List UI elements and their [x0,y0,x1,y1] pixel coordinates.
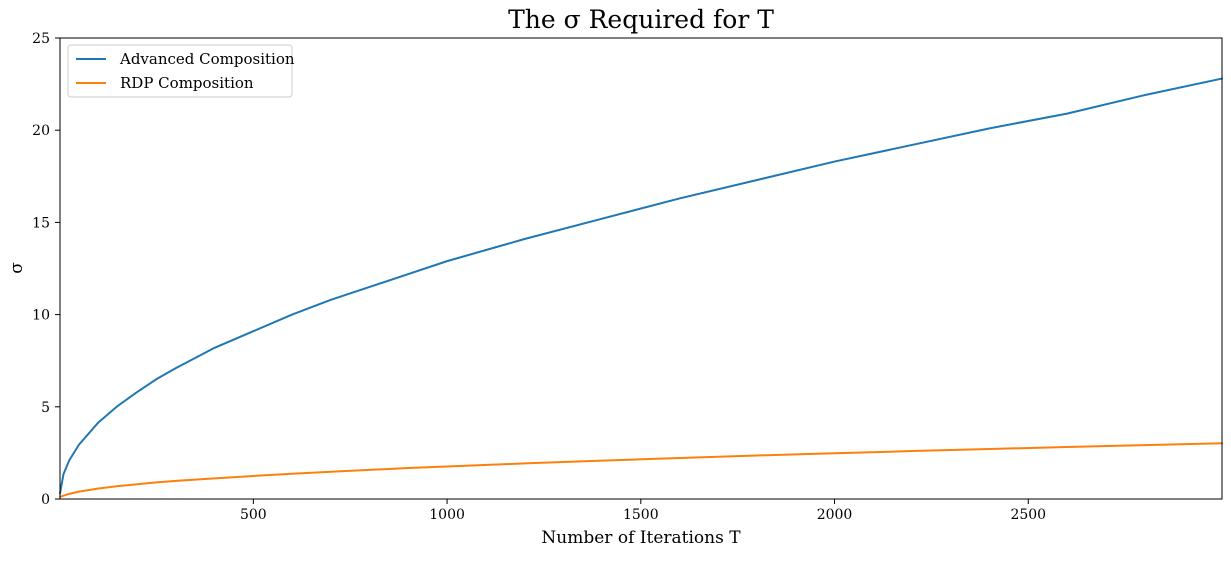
x-axis-title: Number of Iterations T [541,528,741,548]
y-tick-label: 5 [41,400,50,416]
legend-label: Advanced Composition [119,50,295,68]
x-tick-label: 1000 [429,507,465,523]
legend-label: RDP Composition [120,74,254,92]
series-line-advanced-composition [59,77,1223,495]
series-layer [59,77,1223,498]
legend: Advanced Composition RDP Composition [67,44,295,98]
y-tick-label: 20 [32,123,50,139]
y-tick-label: 25 [32,31,50,47]
ticks-layer: 500 1000 1500 2000 2500 0 5 10 15 20 25 [32,31,1046,523]
x-tick-label: 1500 [623,507,659,523]
x-tick-label: 500 [240,507,267,523]
x-tick-label: 2500 [1010,507,1046,523]
y-tick-label: 10 [32,308,50,324]
chart-title: The σ Required for T [508,5,774,34]
x-tick-label: 2000 [817,507,853,523]
y-tick-label: 15 [32,215,50,231]
plot-frame [59,37,1223,500]
legend-box [67,44,293,98]
y-axis-title: σ [7,262,27,274]
series-line-rdp-composition [59,442,1223,498]
y-tick-label: 0 [41,492,50,508]
